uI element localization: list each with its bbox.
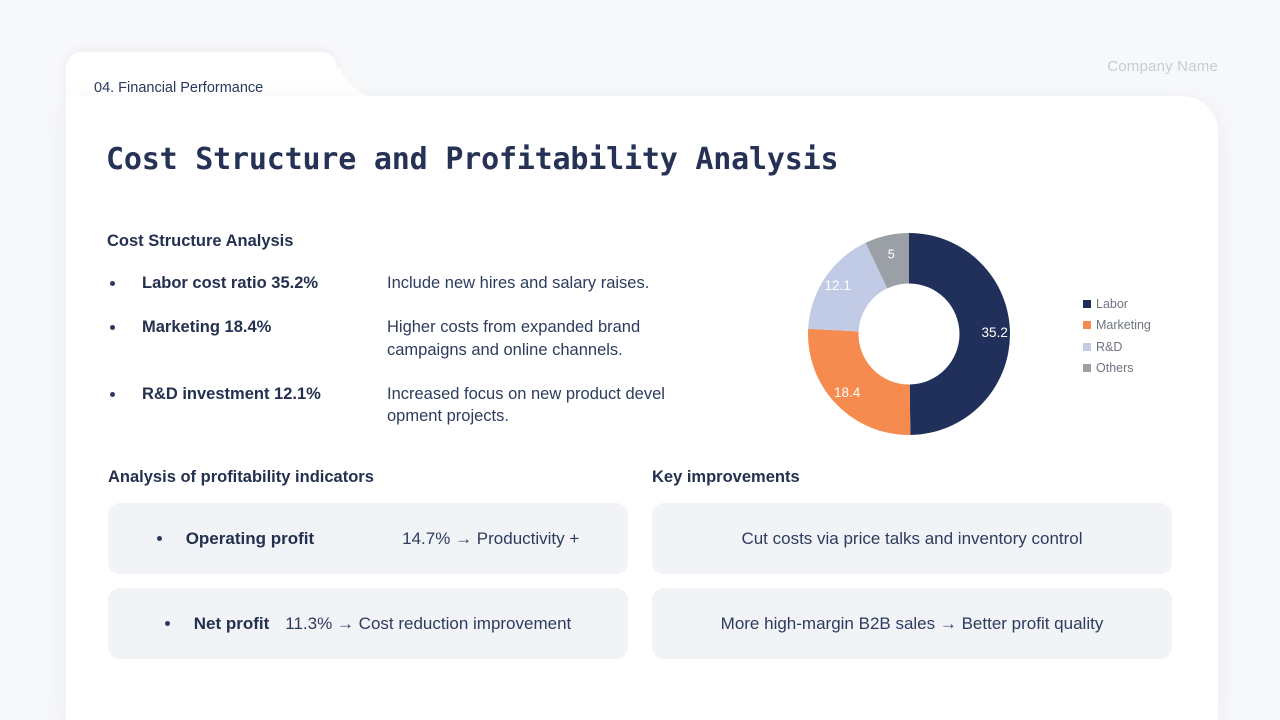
key-improvements-heading: Key improvements [652,468,800,486]
donut-label-marketing: 18.4 [834,385,861,400]
donut-slice-others [865,233,909,289]
donut-label-labor: 35.2 [982,325,1008,340]
key-improvement-text: More high-margin B2B sales → Better prof… [720,613,1104,633]
tab-notch [337,52,383,98]
bullet-dot-icon [156,536,162,541]
donut-slice-r-d [808,242,888,332]
profitability-value: 11.3% → Cost reduction improvement [285,613,572,633]
donut-label-r-d: 12.1 [825,278,851,293]
list-item-term: Labor cost ratio 35.2% [142,274,319,292]
legend-item-label: Labor [1096,296,1128,311]
bullet-dot-icon [110,281,115,286]
list-item: Labor cost ratio 35.2% Include new hires… [107,272,727,294]
key-improvement-card[interactable]: Cut costs via price talks and inventory … [652,503,1172,574]
legend-item[interactable]: Labor [1083,293,1193,315]
bullet-dot-icon [110,325,115,331]
legend-item-label: Others [1096,361,1134,376]
legend-swatch-icon [1083,299,1091,308]
section-tab[interactable] [66,52,337,100]
list-item-term: R&D investment 12.1% [142,384,321,403]
profitability-term: Net profit [193,613,270,633]
list-item-description: Higher costs from expanded brand campaig… [387,318,641,359]
bullet-dot-icon [110,391,115,397]
list-item: Marketing 18.4% Higher costs from expand… [107,316,727,361]
list-item: R&D investment 12.1% Increased focus on … [107,383,727,428]
key-improvement-card-inner: Cut costs via price talks and inventory … [652,529,1172,549]
page-title: Cost Structure and Profitability Analysi… [106,142,839,177]
bullet-dot-icon [164,621,170,626]
list-item-description: Include new hires and salary raises. [387,274,650,292]
legend-swatch-icon [1083,321,1091,330]
donut-label-others: 5 [888,247,895,261]
legend-swatch-icon [1083,364,1091,373]
cost-structure-list: Labor cost ratio 35.2% Include new hires… [107,272,727,449]
profitability-card[interactable]: Net profit 11.3% → Cost reduction improv… [108,588,628,659]
legend-swatch-icon [1083,342,1091,351]
legend-item[interactable]: Marketing [1083,315,1193,337]
profitability-term: Operating profit [185,528,315,548]
profitability-card-inner: Net profit 11.3% → Cost reduction improv… [108,614,628,634]
legend-item[interactable]: Others [1083,358,1193,380]
profitability-card[interactable]: Operating profit 14.7% → Productivity + [108,503,628,574]
profitability-card-inner: Operating profit 14.7% → Productivity + [108,529,628,549]
list-item-description: Increased focus on new product devel opm… [387,384,665,426]
profitability-value: 14.7% → Productivity + [402,528,580,548]
key-improvement-text: Cut costs via price talks and inventory … [741,528,1083,548]
donut-slices [808,233,1010,435]
donut-slice-marketing [808,328,911,435]
legend-item-label: Marketing [1096,318,1151,333]
donut-slice-labor [909,233,1010,435]
donut-svg: 35.2 18.4 12.1 5 [808,233,1010,435]
key-improvement-card[interactable]: More high-margin B2B sales → Better prof… [652,588,1172,659]
profitability-heading: Analysis of profitability indicators [108,468,374,486]
key-improvement-card-inner: More high-margin B2B sales → Better prof… [652,614,1172,634]
section-tab-label: 04. Financial Performance [94,80,264,96]
chart-legend: Labor Marketing R&D Others [1083,293,1193,379]
legend-item-label: R&D [1096,339,1123,354]
donut-value-labels: 35.2 18.4 12.1 5 [825,247,1008,400]
company-name-label: Company Name [1107,58,1218,75]
list-item-term: Marketing 18.4% [142,318,272,337]
cost-structure-donut-chart: 35.2 18.4 12.1 5 [808,233,1010,435]
legend-item[interactable]: R&D [1083,336,1193,358]
cost-structure-heading: Cost Structure Analysis [107,232,294,250]
